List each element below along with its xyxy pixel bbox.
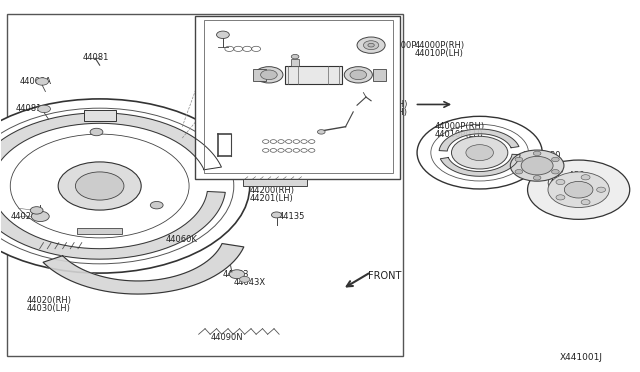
Circle shape — [564, 182, 593, 198]
Bar — [243, 179, 307, 186]
Circle shape — [527, 160, 630, 219]
Text: 44000P(RH): 44000P(RH) — [415, 41, 465, 50]
Circle shape — [150, 202, 163, 209]
Text: SEC. 430: SEC. 430 — [547, 171, 584, 180]
Text: 44000A: 44000A — [20, 77, 52, 86]
Circle shape — [556, 195, 565, 200]
Circle shape — [36, 78, 49, 85]
Text: 44108: 44108 — [204, 110, 230, 119]
Polygon shape — [439, 129, 519, 151]
Circle shape — [533, 151, 541, 155]
Circle shape — [417, 116, 542, 189]
Bar — [7, 14, 403, 356]
Circle shape — [31, 211, 49, 222]
Polygon shape — [0, 113, 221, 180]
Text: 44020(RH): 44020(RH) — [26, 296, 71, 305]
Circle shape — [510, 150, 564, 181]
Bar — [204, 20, 394, 173]
Circle shape — [552, 157, 559, 162]
Text: 44135: 44135 — [278, 212, 305, 221]
Text: (43202): (43202) — [523, 158, 556, 167]
Text: 44030(LH): 44030(LH) — [26, 304, 70, 313]
Text: 44020G: 44020G — [10, 212, 43, 221]
Circle shape — [581, 175, 590, 180]
Text: 44081: 44081 — [83, 52, 109, 61]
Text: 44209N(RH): 44209N(RH) — [357, 100, 408, 109]
Circle shape — [58, 162, 141, 210]
Text: 44090: 44090 — [269, 126, 295, 136]
Text: 44108: 44108 — [312, 70, 339, 78]
Circle shape — [229, 270, 244, 279]
Bar — [253, 69, 266, 81]
Text: SEC. 430: SEC. 430 — [523, 151, 561, 160]
Text: 44027: 44027 — [307, 130, 333, 140]
Text: X441001J: X441001J — [559, 353, 602, 362]
Circle shape — [515, 170, 523, 174]
Bar — [84, 110, 116, 121]
Circle shape — [350, 70, 367, 80]
Circle shape — [556, 179, 565, 185]
Text: 44090N: 44090N — [211, 333, 244, 342]
Text: 44201(LH): 44201(LH) — [250, 194, 294, 203]
Circle shape — [552, 170, 559, 174]
Text: 44060K: 44060K — [166, 235, 197, 244]
Circle shape — [451, 136, 508, 169]
Text: (43206): (43206) — [547, 179, 580, 187]
Text: 44128: 44128 — [205, 41, 232, 50]
Text: 44129: 44129 — [205, 31, 231, 41]
Text: FRONT: FRONT — [368, 271, 401, 281]
Text: 44010P(LH): 44010P(LH) — [415, 49, 463, 58]
Bar — [285, 65, 342, 84]
Circle shape — [0, 99, 250, 273]
Text: 44200(RH): 44200(RH) — [250, 186, 295, 195]
Bar — [77, 228, 122, 234]
Circle shape — [368, 43, 374, 47]
Circle shape — [364, 41, 379, 49]
Circle shape — [90, 128, 103, 136]
Text: 44100P: 44100P — [385, 41, 417, 51]
Circle shape — [344, 67, 372, 83]
Circle shape — [271, 212, 282, 218]
Circle shape — [30, 207, 43, 214]
Text: 44051(LH): 44051(LH) — [242, 146, 286, 155]
Text: 44125: 44125 — [211, 64, 237, 73]
Text: 44043X: 44043X — [234, 278, 266, 287]
Circle shape — [548, 172, 609, 208]
Circle shape — [255, 67, 283, 83]
Circle shape — [581, 199, 590, 205]
Text: 44081: 44081 — [16, 104, 42, 113]
Circle shape — [38, 105, 51, 113]
Circle shape — [533, 176, 541, 180]
Circle shape — [317, 130, 325, 134]
Circle shape — [239, 276, 250, 282]
Circle shape — [521, 156, 553, 175]
Circle shape — [76, 172, 124, 200]
Text: 44010P(LH): 44010P(LH) — [435, 130, 484, 140]
Bar — [291, 59, 299, 65]
Text: 44209M(LH): 44209M(LH) — [357, 108, 408, 117]
Circle shape — [260, 70, 277, 80]
Text: 44000P(RH): 44000P(RH) — [435, 122, 485, 131]
Circle shape — [596, 187, 605, 192]
Circle shape — [216, 31, 229, 38]
Circle shape — [357, 37, 385, 53]
Text: 44083: 44083 — [223, 270, 250, 279]
Circle shape — [515, 157, 523, 162]
Circle shape — [291, 54, 299, 59]
Polygon shape — [440, 154, 520, 176]
Bar — [373, 69, 386, 81]
Text: 44100K: 44100K — [275, 20, 307, 29]
Bar — [195, 16, 400, 179]
Circle shape — [466, 145, 493, 161]
Text: 44041(RH): 44041(RH) — [242, 138, 287, 147]
Polygon shape — [0, 192, 225, 259]
Polygon shape — [43, 244, 244, 294]
